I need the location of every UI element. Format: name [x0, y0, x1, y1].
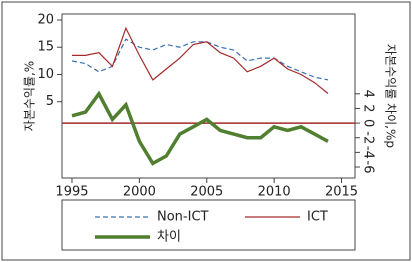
legend-label: ICT	[307, 210, 328, 225]
plot-frame	[61, 13, 356, 179]
x-tick-label: 2010	[258, 185, 291, 200]
y2-tick-label: -2	[361, 131, 376, 144]
y2-tick-label: 4	[361, 90, 376, 98]
legend-label: Non-ICT	[157, 210, 209, 225]
y-tick-label: 10	[37, 67, 54, 82]
y2-tick-label: 0	[361, 119, 376, 127]
x-tick-label: 2005	[190, 185, 223, 200]
x-tick-label: 1995	[55, 185, 88, 200]
series-line	[72, 26, 329, 94]
legend-box	[61, 199, 356, 251]
y-tick-label: 5	[46, 94, 54, 109]
y2-tick-label: -6	[361, 161, 376, 174]
y-axis-label: 자본수익률,%	[23, 61, 37, 131]
series-line	[71, 90, 329, 166]
x-tick-label: 2000	[123, 185, 156, 200]
series-line	[71, 38, 329, 81]
y2-axis-label: 자본수익률 차이,%p	[384, 44, 398, 148]
y-tick-label: 15	[37, 40, 54, 55]
y2-tick-label: 2	[361, 104, 376, 112]
y-tick-label: 20	[37, 12, 54, 27]
legend-label: 차이	[157, 230, 181, 245]
x-tick-label: 2015	[325, 185, 358, 200]
y2-tick-label: -4	[361, 146, 376, 159]
